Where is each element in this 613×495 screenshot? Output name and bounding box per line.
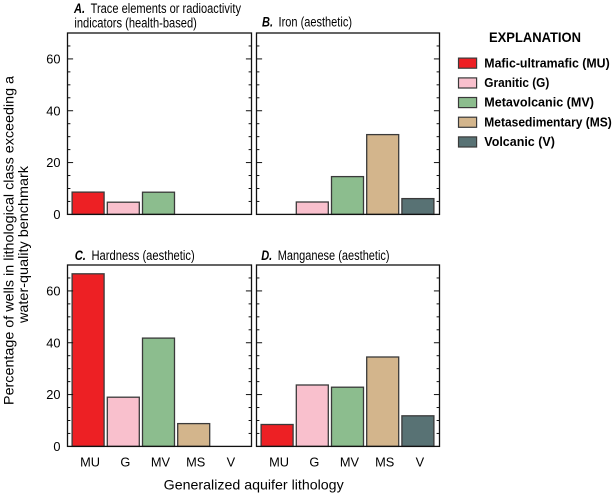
svg-text:Generalized aquifer lithology: Generalized aquifer lithology	[164, 477, 344, 493]
svg-text:C. Hardness (aesthetic): C. Hardness (aesthetic)	[75, 248, 195, 263]
svg-text:Percentage of wells in litholo: Percentage of wells in lithological clas…	[1, 76, 17, 405]
svg-text:Metavolcanic (MV): Metavolcanic (MV)	[484, 96, 594, 110]
svg-text:MV: MV	[340, 455, 360, 470]
svg-text:G: G	[120, 455, 130, 470]
svg-text:A. Trace elements or radioacti: A. Trace elements or radioactivity	[73, 1, 241, 16]
svg-text:D. Manganese (aesthetic): D. Manganese (aesthetic)	[261, 248, 389, 263]
svg-text:20: 20	[46, 387, 60, 402]
svg-text:60: 60	[46, 284, 60, 299]
svg-text:MS: MS	[186, 455, 205, 470]
svg-text:60: 60	[46, 52, 60, 67]
svg-text:EXPLANATION: EXPLANATION	[489, 29, 581, 45]
svg-text:20: 20	[46, 155, 60, 170]
svg-text:MU: MU	[269, 455, 289, 470]
svg-text:G: G	[309, 455, 319, 470]
svg-text:water-quality benchmark: water-quality benchmark	[15, 165, 31, 324]
svg-text:indicators (health-based): indicators (health-based)	[74, 15, 196, 30]
svg-text:MU: MU	[80, 455, 100, 470]
svg-text:0: 0	[53, 439, 60, 454]
svg-text:40: 40	[46, 335, 60, 350]
svg-text:MV: MV	[151, 455, 171, 470]
svg-text:V: V	[227, 455, 236, 470]
svg-text:B. Iron (aesthetic): B. Iron (aesthetic)	[262, 15, 352, 30]
svg-text:Mafic-ultramafic (MU): Mafic-ultramafic (MU)	[484, 56, 609, 70]
svg-text:MS: MS	[375, 455, 394, 470]
svg-text:40: 40	[46, 103, 60, 118]
svg-text:0: 0	[53, 207, 60, 222]
svg-text:Granitic (G): Granitic (G)	[484, 76, 549, 90]
svg-text:Volcanic (V): Volcanic (V)	[484, 135, 555, 149]
svg-text:V: V	[416, 455, 425, 470]
svg-text:Metasedimentary (MS): Metasedimentary (MS)	[484, 115, 612, 129]
